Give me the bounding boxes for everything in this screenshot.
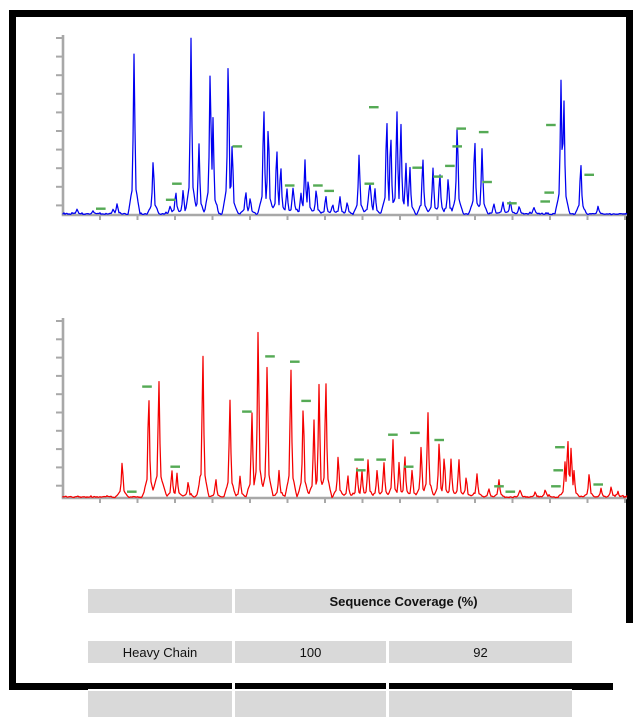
peak-marker-dash [433,175,443,178]
peak-marker-dash [410,431,420,435]
peak-marker-dash [584,173,594,176]
peak-marker-dash [284,184,295,187]
value-cell-1: 100 [235,641,389,665]
peak-marker-dash [369,106,379,109]
peak-marker-dash [142,385,152,388]
table-row-heavy-chain: Heavy Chain 100 92 [88,641,573,665]
sequence-coverage-table: Sequence Coverage (%) Heavy Chain 100 92 [88,589,573,719]
table-subheader-row [88,615,573,641]
peak-marker-dash [434,438,444,442]
bottom-chromatogram-red [56,318,628,503]
peak-marker-dash [354,458,364,461]
peak-marker-dash [452,145,462,148]
clipped-cell-3 [389,691,573,719]
peak-marker-dash [540,200,550,203]
peak-marker-dash [482,180,492,184]
figure-border [9,10,633,690]
peak-marker-dash [172,182,182,185]
peak-marker-dash [544,191,554,194]
peak-marker-dash [494,485,504,488]
peak-marker-dash [478,130,489,134]
value-cell-2: 92 [389,641,573,665]
peak-marker-dash [593,483,603,486]
header-empty-cell [88,589,235,615]
peak-marker-dash [265,355,275,358]
row-label-cell: Heavy Chain [88,641,235,665]
peak-marker-dash [290,360,300,363]
peak-marker-dash [242,410,252,413]
peak-marker-dash [445,164,455,168]
clipped-cell-1 [88,691,235,719]
subheader-cell-3 [389,615,573,641]
peak-marker-dash [356,469,366,472]
peak-marker-dash [165,198,176,201]
peak-marker-dash [505,490,516,493]
peak-marker-dash [376,458,386,461]
peak-marker-dash [232,145,243,148]
peak-marker-dash [456,127,466,130]
peak-marker-dash [553,469,563,472]
chromatogram-plots [56,35,628,503]
peak-marker-dash [170,465,180,468]
peak-marker-dash [127,490,137,493]
peak-marker-dash [388,433,398,436]
header-merged-cell: Sequence Coverage (%) [235,589,573,615]
peak-marker-dash [507,202,517,205]
subheader-cell-1 [88,615,235,641]
peak-marker-dash [412,166,422,169]
table-spacer-row [88,665,573,691]
table-header-row: Sequence Coverage (%) [88,589,573,615]
top-chromatogram-blue [56,35,628,220]
peak-marker-dash [364,182,375,185]
table-row-clipped [88,691,573,719]
peak-marker-dash [313,184,323,187]
peak-marker-dash [324,189,334,193]
clipped-cell-2 [235,691,389,719]
peak-marker-dash [96,207,106,210]
figure-page: { "table": { "merged_header": "Sequence … [9,10,642,719]
peak-marker-dash [555,446,565,449]
peak-marker-dash [403,465,414,468]
peak-marker-dash [551,485,561,488]
peak-marker-dash [301,399,311,403]
subheader-cell-2 [235,615,389,641]
peak-marker-dash [546,123,556,127]
corner-redaction-box [613,623,642,701]
